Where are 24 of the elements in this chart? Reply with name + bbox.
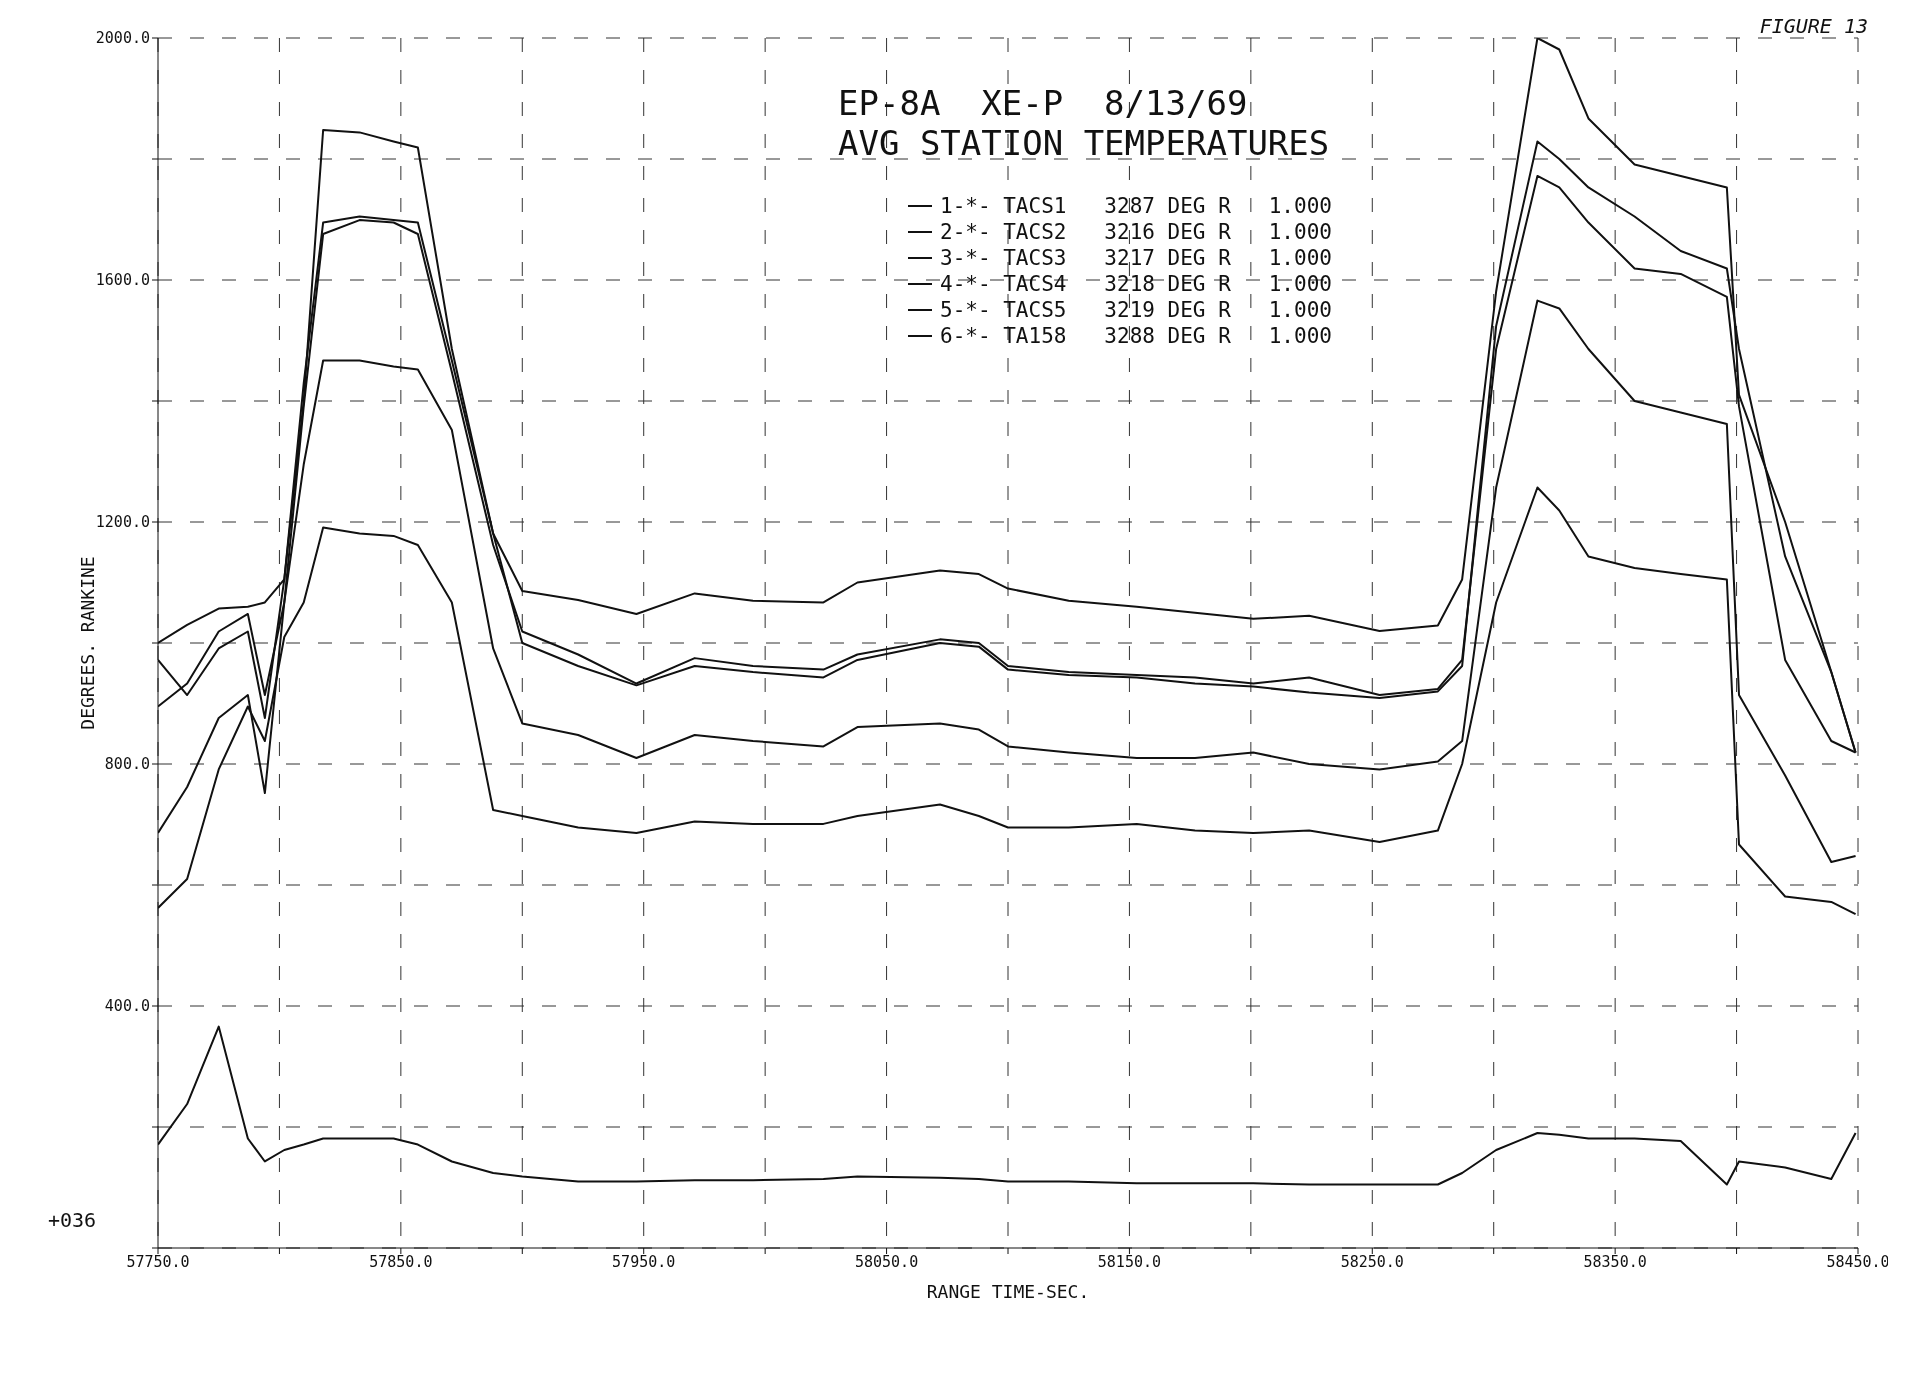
- text: EP-8A XE-P 8/13/69: [838, 83, 1249, 123]
- annotation: FIGURE 13: [1759, 14, 1868, 38]
- x-tick-label: 58250.0: [1340, 1252, 1404, 1271]
- y-tick-label: 2000.0: [95, 29, 150, 48]
- x-tick-label: 57850.0: [369, 1252, 433, 1271]
- x-tick-label: 57750.0: [126, 1252, 190, 1271]
- legend-label: 2-*- TACS2 3216 DEG R 1.000: [940, 219, 1332, 245]
- x-tick-label: 58350.0: [1583, 1252, 1647, 1271]
- x-tick-label: 58450.0: [1826, 1252, 1890, 1271]
- y-tick-label: 1200.0: [95, 513, 150, 532]
- x-tick-label: 57950.0: [612, 1252, 676, 1271]
- x-axis-title: RANGE TIME-SEC.: [926, 1281, 1090, 1302]
- legend-label: 4-*- TACS4 3218 DEG R 1.000: [940, 271, 1332, 297]
- legend-label: 3-*- TACS3 3217 DEG R 1.000: [940, 245, 1332, 271]
- x-tick-label: 58150.0: [1097, 1252, 1162, 1271]
- text: AVG STATION TEMPERATURES: [838, 123, 1330, 163]
- legend-label: 5-*- TACS5 3219 DEG R 1.000: [940, 297, 1332, 323]
- legend-label: 6-*- TA158 3288 DEG R 1.000: [940, 323, 1332, 349]
- y-tick-label: 400.0: [104, 997, 150, 1016]
- y-axis-title: DEGREES. RANKINE: [77, 556, 99, 730]
- y-tick-label: 800.0: [104, 755, 150, 774]
- x-tick-label: 58050.0: [854, 1252, 919, 1271]
- text: +036: [48, 1208, 97, 1232]
- y-tick-label: 1600.0: [95, 271, 150, 290]
